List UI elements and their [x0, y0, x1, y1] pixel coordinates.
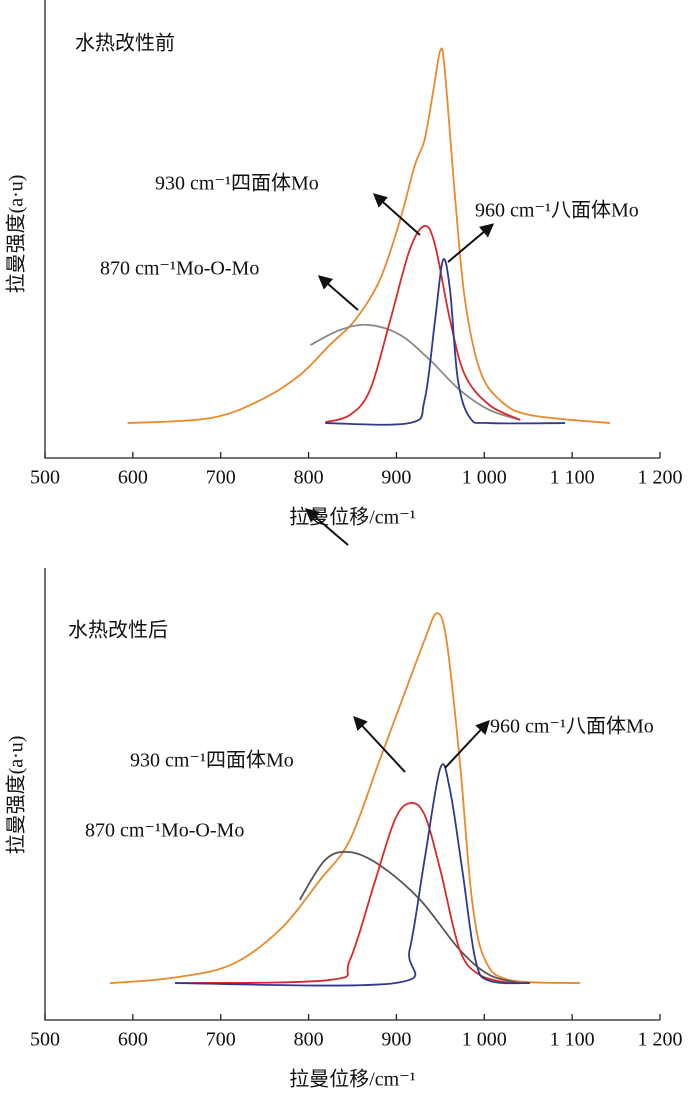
x-tick-label: 500 [30, 1029, 60, 1051]
annotation: 870 cm⁻¹Mo-O-Mo [85, 820, 244, 842]
annotation-arrow [444, 719, 490, 769]
annotation-arrow [353, 715, 406, 773]
x-tick-label: 1 000 [462, 1029, 507, 1051]
annotation-arrow [317, 275, 359, 311]
x-tick-label: 800 [294, 1029, 324, 1051]
annotation: 870 cm⁻¹Mo-O-Mo [100, 258, 259, 280]
panel-title: 水热改性前 [75, 32, 175, 55]
curve [309, 323, 521, 421]
x-tick-label: 700 [206, 1029, 236, 1051]
axis-line [44, 0, 660, 459]
x-tick-label: 1 000 [462, 467, 507, 489]
x-tick-label: 900 [381, 467, 411, 489]
x-axis-label: 拉曼位移/cm⁻¹ [289, 506, 416, 529]
x-tick-label: 800 [294, 467, 324, 489]
curve [325, 258, 566, 426]
annotation: 930 cm⁻¹四面体Mo [155, 172, 319, 195]
y-axis-label: 拉曼强度(a·u) [5, 736, 28, 855]
annotation: 930 cm⁻¹四面体Mo [130, 749, 294, 772]
annotation: 960 cm⁻¹八面体Mo [475, 199, 639, 222]
curve [175, 801, 510, 984]
curve [325, 224, 521, 424]
curve [299, 850, 521, 984]
x-tick-label: 500 [30, 467, 60, 489]
curve [127, 47, 611, 424]
curve [109, 612, 581, 984]
y-axis-label: 拉曼强度(a·u) [5, 175, 28, 294]
x-axis-label: 拉曼位移/cm⁻¹ [289, 1068, 416, 1091]
x-tick-label: 1 100 [550, 1029, 595, 1051]
panel-title: 水热改性后 [68, 619, 168, 642]
annotation-arrow [447, 223, 495, 263]
annotation: 960 cm⁻¹八面体Mo [490, 715, 654, 738]
curve [175, 763, 531, 987]
x-tick-label: 1 100 [550, 467, 595, 489]
annotation-arrow [372, 193, 421, 236]
x-tick-label: 600 [118, 467, 148, 489]
x-tick-label: 600 [118, 1029, 148, 1051]
x-tick-label: 900 [381, 1029, 411, 1051]
annotation-arrow [304, 508, 349, 546]
x-tick-label: 1 200 [638, 1029, 683, 1051]
x-tick-label: 1 200 [638, 467, 683, 489]
x-tick-label: 700 [206, 467, 236, 489]
